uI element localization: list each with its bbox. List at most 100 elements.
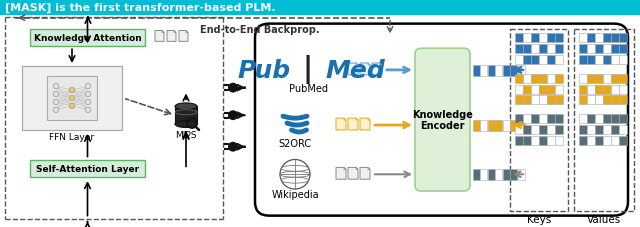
Text: FFN Layer: FFN Layer <box>49 133 95 142</box>
Bar <box>555 85 563 94</box>
Ellipse shape <box>175 104 197 110</box>
Bar <box>523 96 531 105</box>
Polygon shape <box>348 64 358 76</box>
Bar <box>515 136 522 145</box>
Bar <box>555 56 563 65</box>
Polygon shape <box>348 119 358 130</box>
Bar <box>619 136 627 145</box>
Bar <box>611 115 618 123</box>
Bar <box>587 45 595 54</box>
Bar <box>531 96 538 105</box>
Bar <box>539 56 547 65</box>
Circle shape <box>53 108 59 113</box>
Polygon shape <box>356 119 358 121</box>
Circle shape <box>228 142 238 152</box>
Bar <box>579 34 586 43</box>
Polygon shape <box>336 168 346 179</box>
Bar <box>555 74 563 83</box>
Bar <box>587 34 595 43</box>
Polygon shape <box>336 119 346 130</box>
Polygon shape <box>155 31 164 42</box>
Text: Med: Med <box>325 59 385 83</box>
Bar <box>579 115 586 123</box>
Bar <box>473 121 480 131</box>
Bar <box>587 115 595 123</box>
Bar <box>47 76 97 121</box>
Bar <box>523 74 531 83</box>
Bar <box>587 85 595 94</box>
Bar <box>619 74 627 83</box>
Bar <box>579 96 586 105</box>
Bar <box>515 96 522 105</box>
Bar <box>595 45 602 54</box>
Bar <box>473 66 480 76</box>
Bar <box>603 34 611 43</box>
Text: Values: Values <box>587 214 621 224</box>
Bar <box>510 121 517 131</box>
Bar <box>473 170 480 180</box>
Bar <box>488 121 495 131</box>
Bar <box>531 115 538 123</box>
Text: |: | <box>303 55 313 84</box>
Bar <box>515 34 522 43</box>
Bar <box>555 96 563 105</box>
Circle shape <box>53 100 59 105</box>
FancyBboxPatch shape <box>255 25 628 216</box>
Text: Knowledge
Encoder: Knowledge Encoder <box>412 109 473 131</box>
Bar <box>587 96 595 105</box>
Bar <box>0 0 640 16</box>
Bar <box>555 45 563 54</box>
Bar <box>539 34 547 43</box>
Bar <box>531 56 538 65</box>
Bar <box>531 126 538 134</box>
Bar <box>619 115 627 123</box>
Bar <box>539 85 547 94</box>
Text: PubMed: PubMed <box>289 83 328 93</box>
Polygon shape <box>372 64 382 76</box>
Bar <box>22 67 122 130</box>
Bar <box>555 136 563 145</box>
Bar <box>515 45 522 54</box>
Text: Self-Attention Layer: Self-Attention Layer <box>36 164 139 173</box>
Bar <box>611 45 618 54</box>
Bar <box>488 66 495 76</box>
Bar <box>502 121 509 131</box>
Bar <box>603 85 611 94</box>
Bar <box>555 34 563 43</box>
Bar <box>495 170 502 180</box>
Polygon shape <box>348 168 358 179</box>
Circle shape <box>228 83 238 93</box>
Circle shape <box>53 84 59 89</box>
Bar <box>595 115 602 123</box>
Bar <box>611 96 618 105</box>
Polygon shape <box>380 64 382 66</box>
Bar <box>619 96 627 105</box>
Bar <box>579 126 586 134</box>
Bar <box>619 45 627 54</box>
Bar <box>510 66 517 76</box>
Bar <box>547 96 554 105</box>
Bar <box>515 126 522 134</box>
Bar <box>611 56 618 65</box>
Text: Keys: Keys <box>527 214 551 224</box>
Polygon shape <box>368 119 370 121</box>
Bar <box>595 34 602 43</box>
Bar <box>518 170 525 180</box>
Bar <box>587 74 595 83</box>
Bar <box>595 56 602 65</box>
Bar <box>515 74 522 83</box>
Text: S2ORC: S2ORC <box>278 138 312 148</box>
Bar <box>587 126 595 134</box>
Bar <box>30 160 145 178</box>
Bar <box>518 121 525 131</box>
Bar <box>539 45 547 54</box>
Bar <box>587 136 595 145</box>
Text: Wikipedia: Wikipedia <box>271 189 319 199</box>
Bar <box>595 136 602 145</box>
Bar <box>595 96 602 105</box>
Bar <box>579 45 586 54</box>
Bar <box>481 66 487 76</box>
Polygon shape <box>186 31 188 33</box>
Bar <box>515 115 522 123</box>
FancyBboxPatch shape <box>415 49 470 191</box>
